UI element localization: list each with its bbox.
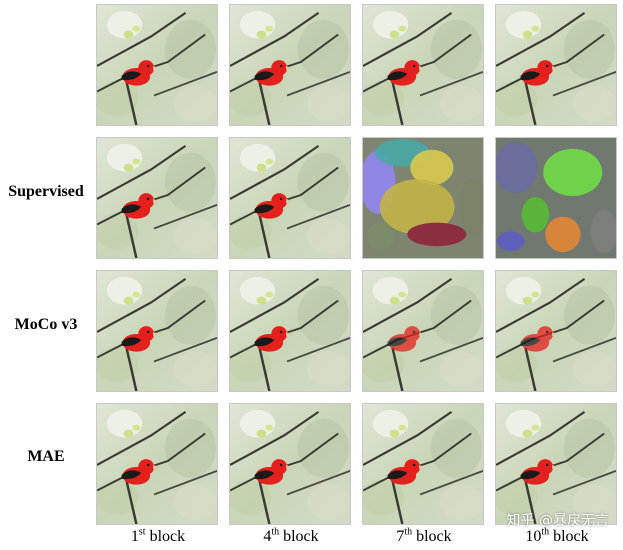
cell-supervised-10th-block xyxy=(495,137,617,259)
cell-mae-7th-block xyxy=(362,403,484,525)
cell-mae-10th-block xyxy=(495,403,617,525)
row-label-mae: MAE xyxy=(27,448,65,465)
cell-input-1st-block xyxy=(96,4,218,126)
cell-input-10th-block xyxy=(495,4,617,126)
col-label-10: 10th block xyxy=(525,526,589,545)
cell-supervised-1st-block xyxy=(96,137,218,259)
cell-mae-1st-block xyxy=(96,403,218,525)
cell-input-7th-block xyxy=(362,4,484,126)
col-label-4: 4th block xyxy=(263,526,319,545)
row-label-moco-v3: MoCo v3 xyxy=(14,316,78,333)
cell-supervised-7th-block xyxy=(362,137,484,259)
cell-input-4th-block xyxy=(229,4,351,126)
cell-moco-v3-4th-block xyxy=(229,270,351,392)
col-label-1: 1st block xyxy=(130,526,186,545)
row-label-supervised: Supervised xyxy=(8,183,84,200)
cell-moco-v3-7th-block xyxy=(362,270,484,392)
col-label-7: 7th block xyxy=(396,526,452,545)
watermark-text: 知乎 @暴戾无言 xyxy=(506,513,609,529)
cell-moco-v3-10th-block xyxy=(495,270,617,392)
cell-moco-v3-1st-block xyxy=(96,270,218,392)
cell-mae-4th-block xyxy=(229,403,351,525)
cell-supervised-4th-block xyxy=(229,137,351,259)
